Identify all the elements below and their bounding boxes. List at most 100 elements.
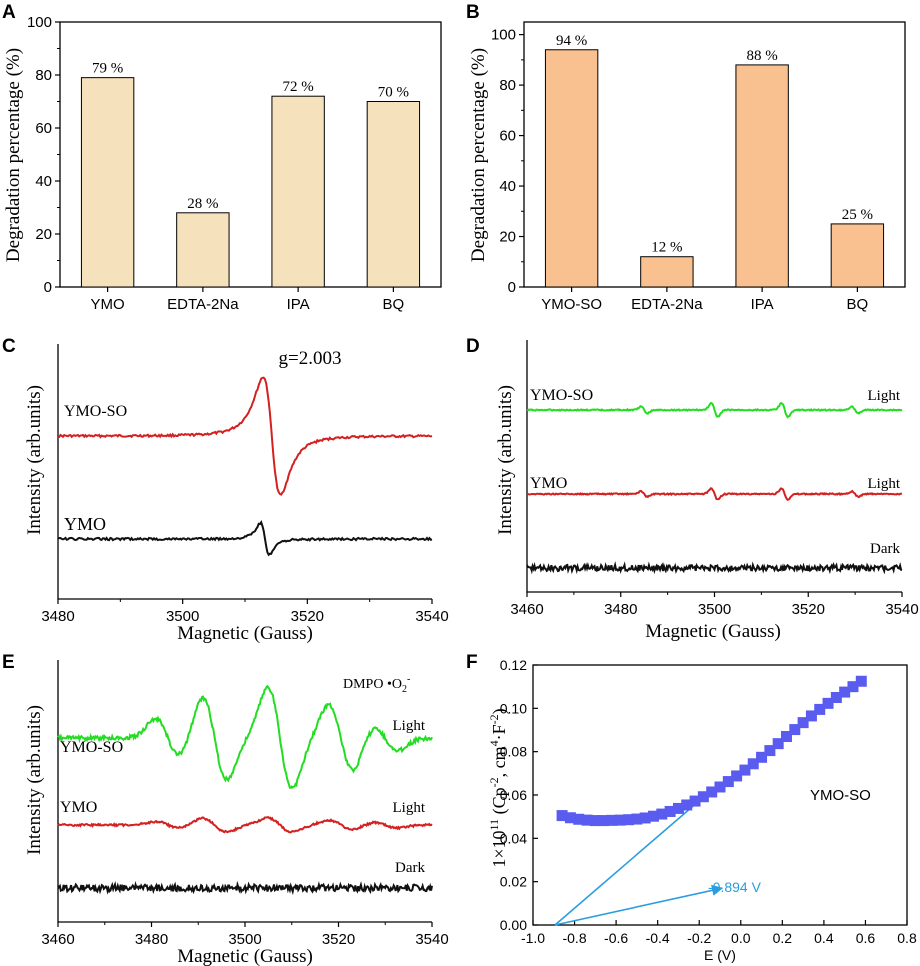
panel-f-xtick-label: -0.8 xyxy=(562,930,586,946)
panel-c-line-ymo xyxy=(58,520,433,557)
panel-e-series-label-ymo: YMO xyxy=(60,799,97,816)
a-bar-value-label: 72 % xyxy=(283,79,314,95)
panel-f-point xyxy=(797,717,809,729)
panel-c-annotation: g=2.003 xyxy=(279,348,342,369)
panel-f-yticks: 0.00 0.02 0.04 0.06 0.08 0.10 0.12 xyxy=(500,657,538,933)
panel-d-xlabel: Magnetic (Gauss) xyxy=(645,621,781,642)
panel-d-line-ymo-light xyxy=(526,487,903,501)
a-bar-2 xyxy=(271,95,325,288)
panel-e-line-ymo-light xyxy=(57,816,433,834)
panel-b-frame xyxy=(523,21,906,288)
panel-c-lines xyxy=(57,376,433,557)
d-xtick-label: 3460 xyxy=(510,601,543,618)
panel-e-line-ymo-so-light xyxy=(57,684,433,789)
panel-e-ylabel: Intensity (arb.units) xyxy=(24,705,45,855)
panel-d-line-ymo-so-light xyxy=(526,401,903,419)
panel-c-ylabel: Intensity (arb.units) xyxy=(24,385,45,535)
panel-label-a: A xyxy=(2,2,16,23)
panel-f-point xyxy=(756,751,768,763)
panel-label-e: E xyxy=(2,652,15,673)
a-ytick-label: 60 xyxy=(35,120,52,137)
a-xtick-label: IPA xyxy=(287,296,310,313)
panel-f-xtick-label: 0.2 xyxy=(773,930,793,946)
panel-f-point xyxy=(855,675,867,687)
panel-d-line-dark xyxy=(526,561,903,575)
panel-f-point xyxy=(847,681,859,693)
panel-f-ytick-label: 0.00 xyxy=(500,917,527,933)
panel-d-lines xyxy=(526,401,903,575)
panel-f-point xyxy=(606,814,618,826)
panel-d: D Intensity (arb.units) 3460 3480 3500 3520… xyxy=(466,336,919,642)
c-xtick-label: 3540 xyxy=(415,608,448,625)
panel-f-point xyxy=(764,745,776,757)
a-xtick-label: BQ xyxy=(383,296,405,313)
panel-c-line-ymo-so xyxy=(57,376,433,496)
panel-f-point xyxy=(739,764,751,776)
b-ytick-label: 60 xyxy=(499,128,516,145)
panel-d-ylabel: Intensity (arb.units) xyxy=(495,385,516,535)
panel-b-xticks: YMO-SO EDTA-2Na IPA BQ xyxy=(541,287,868,313)
panel-f-point xyxy=(697,791,709,803)
panel-e-xticks: 3460 3480 3500 3520 3540 xyxy=(41,922,449,948)
e-xtick-label: 3540 xyxy=(415,931,448,948)
panel-c-xticks: 3480 3500 3520 3540 xyxy=(41,599,449,625)
panel-d-condition-light-2: Light xyxy=(868,476,901,492)
panel-label-c: C xyxy=(2,336,16,357)
b-xtick-label: BQ xyxy=(847,296,869,313)
panel-f-xtick-label: 0.4 xyxy=(814,930,834,946)
panel-f-point xyxy=(830,692,842,703)
panel-f-ylabel: 1×1011 (Cp-2, cm4·F-2) xyxy=(487,708,510,867)
panel-a: A Degradation percentage (%) 79 % 28 % 72 … xyxy=(2,2,442,313)
panel-label-b: B xyxy=(466,2,480,23)
panel-f-ytick-label: 0.02 xyxy=(500,874,527,890)
panel-f-point xyxy=(706,786,718,798)
panel-b-bars: 94 % 12 % 88 % 25 % xyxy=(544,33,885,288)
c-xtick-label: 3480 xyxy=(41,608,74,625)
panel-b-yticks: 0 20 40 60 80 100 xyxy=(491,27,524,296)
panel-f-ytick-label: 0.06 xyxy=(500,787,527,803)
panel-e-condition-light-1: Light xyxy=(393,718,426,734)
panel-f-points xyxy=(556,675,867,827)
panel-a-ylabel: Degradation percentage (%) xyxy=(3,48,24,262)
a-bar-value-label: 28 % xyxy=(187,196,218,212)
d-xtick-label: 3520 xyxy=(792,601,825,618)
b-xtick-label: EDTA-2Na xyxy=(631,296,703,313)
panel-c-axes xyxy=(57,344,432,600)
panel-c-series-label-ymo-so: YMO-SO xyxy=(64,403,127,420)
panel-f-ytick-label: 0.04 xyxy=(500,830,527,846)
a-bar-1 xyxy=(176,212,230,288)
panel-c: C Intensity (arb.units) 3480 3500 3520 3540… xyxy=(2,336,449,644)
panel-f-point xyxy=(822,697,834,709)
panel-c-series-label-ymo: YMO xyxy=(64,514,106,534)
panel-f-point xyxy=(689,795,701,807)
b-bar-0 xyxy=(544,49,599,288)
panel-f-point xyxy=(656,808,668,820)
a-ytick-label: 100 xyxy=(27,14,52,31)
a-bar-value-label: 70 % xyxy=(378,85,409,101)
panel-f-point xyxy=(639,812,651,824)
panel-f-fit-lines xyxy=(554,801,724,926)
panel-f-xticks: -1.0 -0.8 -0.6 -0.4 -0.2 0.0 0.2 0.4 0.6 0.8 xyxy=(521,920,917,946)
panel-e-condition-light-2: Light xyxy=(393,800,426,816)
d-xtick-label: 3500 xyxy=(698,601,731,618)
panel-f-point xyxy=(839,686,851,698)
panel-f-point xyxy=(672,802,684,814)
b-ytick-label: 20 xyxy=(499,229,516,246)
panel-c-xlabel: Magnetic (Gauss) xyxy=(177,623,313,644)
panel-a-bars: 79 % 28 % 72 % 70 % xyxy=(80,61,421,288)
panel-a-yticks: 0 20 40 60 80 100 xyxy=(27,14,60,296)
panel-f-point xyxy=(780,731,792,742)
panel-f-point xyxy=(598,815,610,827)
panel-label-d: D xyxy=(466,336,480,357)
panel-f-point xyxy=(564,812,576,824)
b-ytick-label: 0 xyxy=(508,279,516,296)
e-xtick-label: 3500 xyxy=(228,931,261,948)
panel-f-point xyxy=(664,805,676,817)
panel-e: E Intensity (arb.units) 3460 3480 3500 3520… xyxy=(2,652,449,966)
panel-f-xtick-label: 0.8 xyxy=(897,930,917,946)
b-bar-3 xyxy=(830,223,885,288)
a-xtick-label: EDTA-2Na xyxy=(167,296,239,313)
d-xtick-label: 3480 xyxy=(604,601,637,618)
panel-e-xlabel: Magnetic (Gauss) xyxy=(177,946,313,966)
